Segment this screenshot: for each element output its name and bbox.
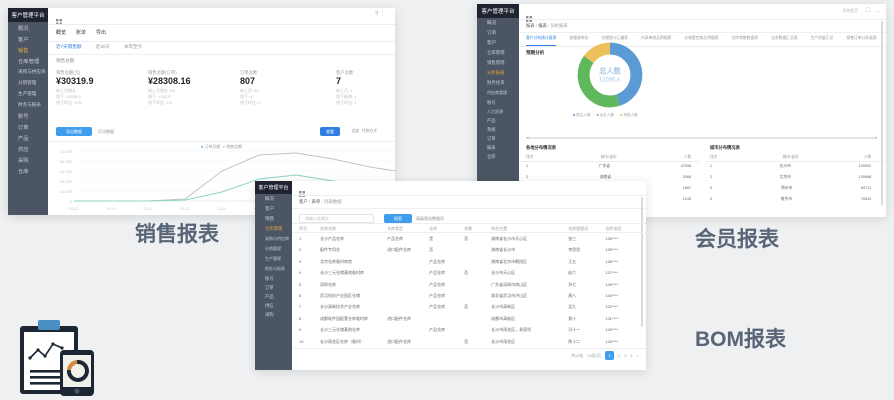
svg-text:70,000: 70,000 (60, 149, 73, 154)
svg-text:03-12: 03-12 (144, 207, 153, 211)
svg-text:03-14: 03-14 (218, 207, 227, 211)
svg-text:42,000: 42,000 (60, 169, 73, 174)
svg-text:03-13: 03-13 (181, 207, 190, 211)
svg-text:总人数: 总人数 (599, 67, 622, 76)
svg-text:14,000: 14,000 (60, 189, 73, 194)
svg-text:0: 0 (70, 199, 73, 204)
svg-text:03-10: 03-10 (70, 207, 79, 211)
svg-text:12096人: 12096人 (599, 77, 622, 84)
svg-text:56,000: 56,000 (60, 159, 73, 164)
svg-text:28,000: 28,000 (60, 179, 73, 184)
svg-text:03-11: 03-11 (107, 207, 116, 211)
